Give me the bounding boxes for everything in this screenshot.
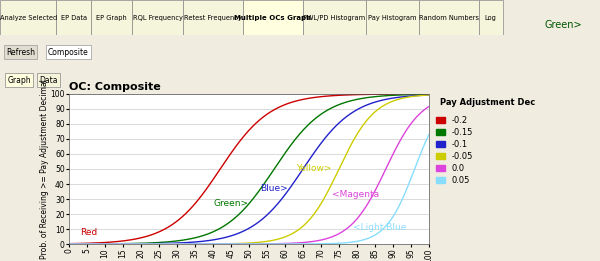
- Bar: [91, 0, 132, 35]
- -0.1: [361, 105, 368, 108]
- -0.1: [260, 216, 268, 220]
- Bar: [0, 0, 56, 35]
- -0.2: [417, 92, 424, 96]
- -0.2: [236, 139, 244, 143]
- Text: OC: Composite: OC: Composite: [69, 82, 161, 92]
- 0.0: [260, 242, 268, 245]
- -0.1: [280, 195, 287, 199]
- -0.05: [280, 236, 287, 239]
- -0.1: [239, 230, 246, 233]
- 0.05: [260, 242, 268, 246]
- Line: -0.1: -0.1: [69, 95, 429, 244]
- 0.0: [239, 242, 246, 246]
- Text: RQL Frequency: RQL Frequency: [133, 15, 182, 21]
- Text: Analyze Selected: Analyze Selected: [0, 15, 57, 21]
- -0.2: [239, 137, 246, 140]
- Bar: [183, 0, 243, 35]
- Text: Pay Histogram: Pay Histogram: [368, 15, 416, 21]
- Legend: -0.2, -0.15, -0.1, -0.05, 0.0, 0.05: -0.2, -0.15, -0.1, -0.05, 0.0, 0.05: [436, 116, 473, 185]
- -0.15: [65, 242, 73, 246]
- Y-axis label: Prob. of Receiving >= Pay Adjustment Decimal: Prob. of Receiving >= Pay Adjustment Dec…: [40, 79, 49, 259]
- Text: Green>: Green>: [544, 20, 582, 30]
- 0.0: [361, 208, 368, 211]
- -0.15: [260, 183, 268, 186]
- -0.15: [425, 93, 433, 96]
- Line: 0.05: 0.05: [69, 134, 429, 244]
- Text: Yellow>: Yellow>: [296, 164, 331, 174]
- 0.05: [425, 133, 433, 136]
- -0.15: [239, 210, 246, 213]
- Bar: [243, 0, 303, 35]
- Text: Refresh: Refresh: [6, 48, 35, 57]
- 0.05: [65, 242, 73, 246]
- Text: <Light Blue: <Light Blue: [353, 223, 407, 232]
- Line: -0.2: -0.2: [69, 94, 429, 244]
- 0.05: [417, 153, 424, 156]
- -0.2: [280, 104, 287, 107]
- -0.05: [361, 122, 368, 125]
- -0.05: [65, 242, 73, 246]
- Text: Composite: Composite: [48, 48, 89, 57]
- Text: Red: Red: [80, 228, 97, 236]
- 0.05: [236, 242, 244, 246]
- -0.05: [425, 93, 433, 97]
- 0.0: [280, 242, 287, 245]
- Text: <Magenta: <Magenta: [332, 190, 379, 199]
- -0.15: [236, 212, 244, 215]
- 0.0: [65, 242, 73, 246]
- Line: -0.15: -0.15: [69, 94, 429, 244]
- Line: 0.0: 0.0: [69, 106, 429, 244]
- -0.15: [361, 97, 368, 100]
- -0.05: [417, 94, 424, 97]
- Text: Random Numbers: Random Numbers: [419, 15, 479, 21]
- Bar: [56, 0, 91, 35]
- Text: Graph: Graph: [7, 76, 31, 85]
- Text: EP Data: EP Data: [61, 15, 87, 21]
- -0.2: [65, 242, 73, 245]
- 0.05: [239, 242, 246, 246]
- -0.05: [236, 242, 244, 245]
- 0.05: [280, 242, 287, 246]
- -0.05: [260, 240, 268, 243]
- Text: Green>: Green>: [213, 199, 248, 208]
- Text: Retest Frequency: Retest Frequency: [184, 15, 242, 21]
- -0.1: [65, 242, 73, 246]
- -0.15: [417, 93, 424, 96]
- 0.0: [425, 105, 433, 108]
- Bar: [132, 0, 183, 35]
- -0.1: [236, 231, 244, 234]
- -0.05: [239, 242, 246, 245]
- Text: Log: Log: [485, 15, 497, 21]
- -0.2: [260, 115, 268, 118]
- Text: Multiple OCs Graph: Multiple OCs Graph: [235, 15, 311, 21]
- Bar: [303, 0, 366, 35]
- Bar: [479, 0, 503, 35]
- 0.0: [236, 242, 244, 246]
- Text: Pay Adjustment Dec: Pay Adjustment Dec: [440, 98, 536, 108]
- Line: -0.05: -0.05: [69, 95, 429, 244]
- Text: Data: Data: [39, 76, 58, 85]
- Text: EP Graph: EP Graph: [96, 15, 127, 21]
- -0.15: [280, 154, 287, 157]
- 0.0: [417, 112, 424, 115]
- Text: PWL/PD Histogram: PWL/PD Histogram: [304, 15, 365, 21]
- 0.05: [361, 238, 368, 241]
- Bar: [419, 0, 479, 35]
- -0.2: [425, 92, 433, 96]
- -0.1: [425, 93, 433, 97]
- Text: Blue>: Blue>: [260, 184, 287, 193]
- -0.2: [361, 93, 368, 96]
- Bar: [366, 0, 419, 35]
- -0.1: [417, 94, 424, 97]
